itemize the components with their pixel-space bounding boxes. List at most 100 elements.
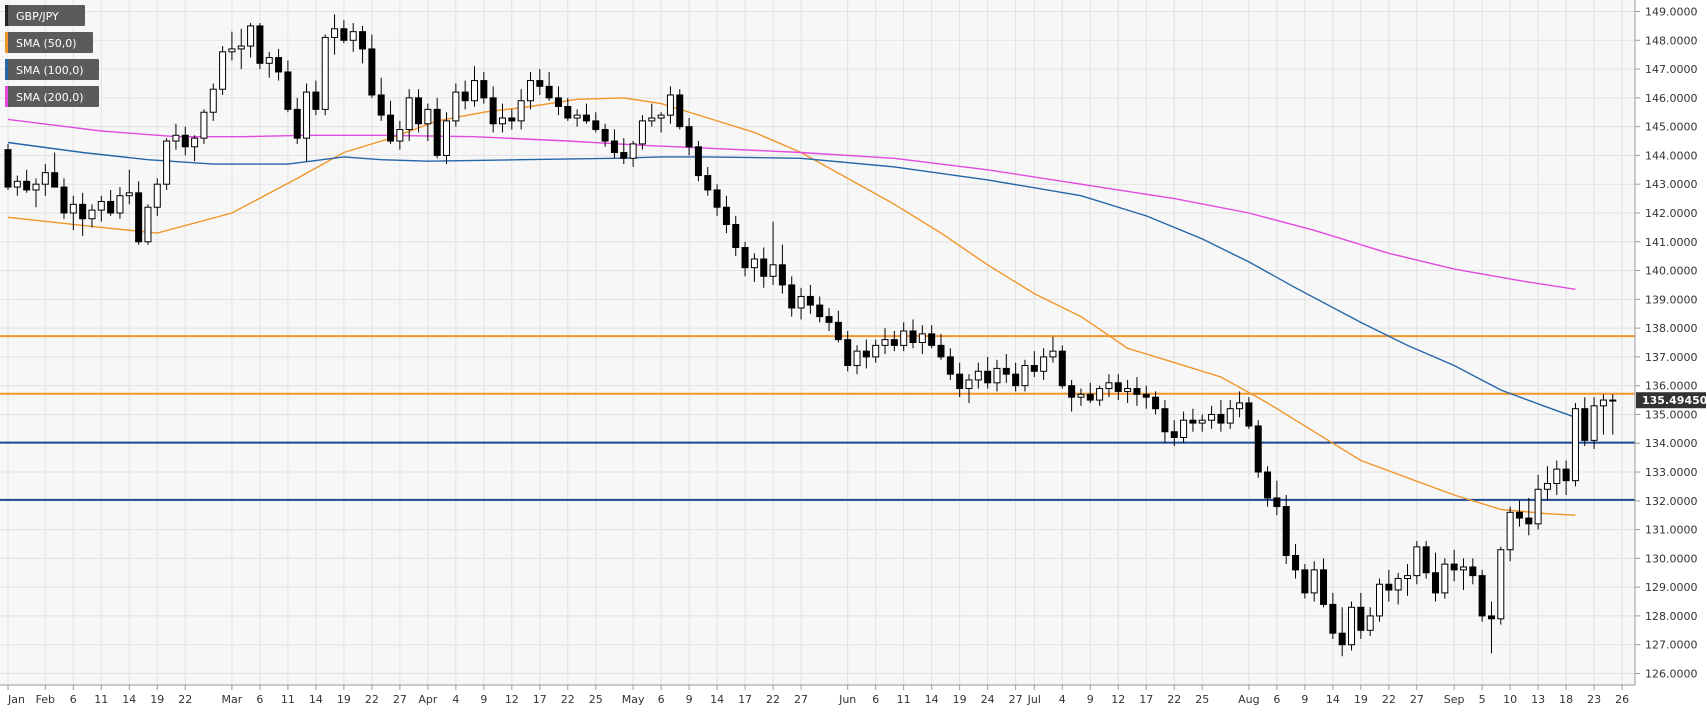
y-tick-label: 130.0000 (1645, 552, 1698, 565)
candle-body-down (23, 180, 31, 191)
x-tick-label: 17 (738, 693, 752, 706)
candle (601, 123, 609, 147)
candle-body-down (368, 48, 376, 96)
candle (1497, 546, 1505, 625)
candle (1152, 391, 1160, 415)
candle-body-down (676, 94, 684, 128)
candle (928, 325, 936, 349)
candle-body-down (1114, 382, 1122, 392)
candle (377, 77, 385, 121)
candle (722, 195, 730, 234)
candle-body-down (1133, 388, 1141, 395)
y-tick-label: 126.0000 (1645, 667, 1698, 680)
candle (526, 71, 534, 110)
price-tag-label: 135.49450 (1642, 394, 1707, 407)
candle (554, 86, 562, 116)
x-tick-label: 19 (953, 693, 967, 706)
x-tick-label: 9 (480, 693, 487, 706)
x-tick-label: 26 (1615, 693, 1629, 706)
candle (1040, 348, 1048, 380)
candle (956, 362, 964, 398)
candle-body-down (704, 175, 712, 191)
legend-item[interactable]: SMA (100,0) (5, 59, 99, 80)
candle-body-down (359, 31, 367, 50)
candle-body-up (1376, 583, 1384, 617)
candle-body-up (321, 36, 329, 110)
y-tick-label: 143.0000 (1645, 178, 1698, 191)
candle (1459, 558, 1467, 591)
candle (1553, 460, 1561, 496)
candle (424, 103, 432, 142)
legend-item[interactable]: SMA (50,0) (5, 32, 93, 53)
x-tick-label: 22 (178, 693, 192, 706)
legend-swatch (5, 86, 8, 107)
candle (1301, 564, 1309, 599)
legend-item[interactable]: GBP/JPY (5, 5, 85, 26)
candle (1478, 569, 1486, 622)
candle (135, 181, 143, 245)
candle-body-up (396, 129, 404, 142)
candle-body-down (1450, 563, 1458, 571)
candle (1562, 460, 1570, 496)
x-tick-label: 9 (1301, 693, 1308, 706)
candle (946, 348, 954, 380)
candle (1441, 558, 1449, 599)
candle-body-down (834, 321, 842, 341)
candle-body-down (293, 108, 301, 139)
candle (1170, 420, 1178, 447)
legend-item[interactable]: SMA (200,0) (5, 86, 99, 107)
x-tick-label: 12 (505, 693, 519, 706)
candle-body-down (1282, 506, 1290, 556)
y-tick-label: 147.0000 (1645, 63, 1698, 76)
candle (573, 109, 581, 127)
candle-body-down (610, 140, 618, 154)
sma-line (7, 118, 1576, 290)
candle-body-up (88, 209, 96, 220)
candle-body-up (1404, 575, 1411, 580)
candle-body-down (1338, 632, 1346, 646)
x-tick-label: 6 (1273, 693, 1280, 706)
x-tick-label: 9 (686, 693, 693, 706)
x-tick-label: Feb (36, 693, 55, 706)
candle (1198, 414, 1206, 432)
x-tick-label: Jan (7, 693, 25, 706)
candle (13, 175, 21, 196)
candle (405, 89, 413, 142)
x-axis-ticks: Jan Feb 6 11 14 19 22 Mar 6 11 14 19 22 27 Apr 4 9 12 17 22… (7, 685, 1629, 706)
candle (788, 276, 796, 317)
candle-body-down (1217, 413, 1225, 424)
candle-body-down (1245, 402, 1253, 427)
candle (1599, 394, 1607, 435)
candle (228, 31, 236, 61)
y-tick-label: 144.0000 (1645, 149, 1698, 162)
candle (443, 112, 451, 165)
candle (881, 328, 889, 355)
candle (1450, 549, 1458, 582)
candle (32, 178, 40, 208)
horizontal-levels (0, 335, 1635, 501)
y-tick-label: 137.0000 (1645, 351, 1698, 364)
candle-body-down (1525, 517, 1533, 525)
candle (1114, 374, 1122, 401)
candle-body-down (1431, 572, 1439, 594)
candle (331, 14, 339, 55)
candle (172, 123, 180, 150)
candle-body-up (750, 258, 758, 269)
candle-body-up (172, 134, 180, 142)
candle (741, 241, 749, 277)
candle (1348, 601, 1356, 651)
x-tick-label: 14 (1326, 693, 1340, 706)
candle (1264, 466, 1272, 507)
y-tick-label: 129.0000 (1645, 581, 1698, 594)
candle (620, 138, 628, 165)
candle (1394, 572, 1402, 605)
candle-body-down (1609, 399, 1617, 402)
candle (1422, 541, 1430, 579)
candle (713, 184, 721, 216)
sma-line (7, 141, 1576, 418)
candle-body-down (685, 126, 693, 148)
candle (1469, 558, 1477, 585)
candle (1543, 466, 1551, 501)
candle-body-down (1170, 431, 1178, 438)
